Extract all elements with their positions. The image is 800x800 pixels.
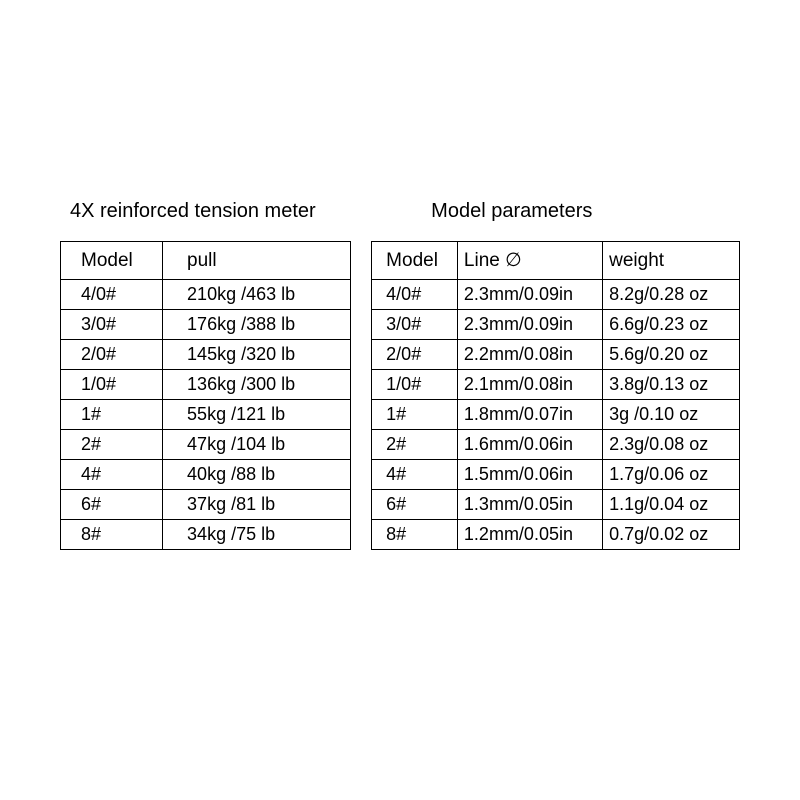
right-table-block: Model parameters Model Line ∅ weight 4/0… [371,200,740,550]
cell-model: 2/0# [372,340,458,370]
cell-model: 4/0# [372,280,458,310]
cell-pull: 145kg /320 lb [163,340,351,370]
cell-model: 1# [372,400,458,430]
table-row: 1/0#2.1mm/0.08in3.8g/0.13 oz [372,370,740,400]
table-row: 6#1.3mm/0.05in1.1g/0.04 oz [372,490,740,520]
cell-line: 1.6mm/0.06in [457,430,602,460]
cell-pull: 136kg /300 lb [163,370,351,400]
cell-model: 4/0# [61,280,163,310]
cell-line: 2.3mm/0.09in [457,280,602,310]
table-row: 4/0#210kg /463 lb [61,280,351,310]
left-table-title: 4X reinforced tension meter [60,200,351,241]
table-row: 2/0#2.2mm/0.08in5.6g/0.20 oz [372,340,740,370]
left-col-header-pull: pull [163,242,351,280]
cell-model: 2# [372,430,458,460]
cell-model: 2# [61,430,163,460]
table-row: 4/0#2.3mm/0.09in8.2g/0.28 oz [372,280,740,310]
cell-model: 3/0# [372,310,458,340]
left-table: Model pull 4/0#210kg /463 lb 3/0#176kg /… [60,241,351,550]
right-col-header-weight: weight [603,242,740,280]
cell-line: 2.2mm/0.08in [457,340,602,370]
table-row: 2/0#145kg /320 lb [61,340,351,370]
cell-weight: 1.1g/0.04 oz [603,490,740,520]
cell-weight: 3.8g/0.13 oz [603,370,740,400]
table-row: 2# 47kg /104 lb [61,430,351,460]
cell-pull: 34kg /75 lb [163,520,351,550]
cell-weight: 2.3g/0.08 oz [603,430,740,460]
cell-weight: 1.7g/0.06 oz [603,460,740,490]
table-row: 3/0#2.3mm/0.09in6.6g/0.23 oz [372,310,740,340]
right-table-title: Model parameters [371,200,740,241]
cell-pull: 47kg /104 lb [163,430,351,460]
right-col-header-model: Model [372,242,458,280]
cell-model: 6# [61,490,163,520]
table-row: 1/0#136kg /300 lb [61,370,351,400]
table-row: 3/0#176kg /388 lb [61,310,351,340]
cell-model: 4# [61,460,163,490]
cell-pull: 210kg /463 lb [163,280,351,310]
cell-line: 1.3mm/0.05in [457,490,602,520]
cell-line: 2.3mm/0.09in [457,310,602,340]
cell-model: 1/0# [61,370,163,400]
cell-pull: 37kg /81 lb [163,490,351,520]
cell-line: 1.8mm/0.07in [457,400,602,430]
table-row: 2#1.6mm/0.06in2.3g/0.08 oz [372,430,740,460]
cell-line: 2.1mm/0.08in [457,370,602,400]
cell-weight: 6.6g/0.23 oz [603,310,740,340]
table-row: 1#1.8mm/0.07in 3g /0.10 oz [372,400,740,430]
tables-wrapper: 4X reinforced tension meter Model pull 4… [60,200,740,550]
cell-weight: 8.2g/0.28 oz [603,280,740,310]
cell-line: 1.5mm/0.06in [457,460,602,490]
table-row: 8# 34kg /75 lb [61,520,351,550]
cell-model: 4# [372,460,458,490]
cell-weight: 0.7g/0.02 oz [603,520,740,550]
table-row: 1# 55kg /121 lb [61,400,351,430]
right-table: Model Line ∅ weight 4/0#2.3mm/0.09in8.2g… [371,241,740,550]
table-row: 4# 40kg /88 lb [61,460,351,490]
cell-model: 1/0# [372,370,458,400]
cell-model: 8# [61,520,163,550]
cell-pull: 55kg /121 lb [163,400,351,430]
table-header-row: Model Line ∅ weight [372,242,740,280]
cell-pull: 40kg /88 lb [163,460,351,490]
table-row: 4#1.5mm/0.06in1.7g/0.06 oz [372,460,740,490]
cell-model: 1# [61,400,163,430]
cell-pull: 176kg /388 lb [163,310,351,340]
cell-model: 2/0# [61,340,163,370]
right-col-header-line: Line ∅ [457,242,602,280]
cell-model: 8# [372,520,458,550]
table-row: 6# 37kg /81 lb [61,490,351,520]
table-row: 8#1.2mm/0.05in0.7g/0.02 oz [372,520,740,550]
left-col-header-model: Model [61,242,163,280]
left-table-block: 4X reinforced tension meter Model pull 4… [60,200,351,550]
cell-weight: 3g /0.10 oz [603,400,740,430]
cell-model: 6# [372,490,458,520]
cell-line: 1.2mm/0.05in [457,520,602,550]
table-header-row: Model pull [61,242,351,280]
cell-model: 3/0# [61,310,163,340]
cell-weight: 5.6g/0.20 oz [603,340,740,370]
